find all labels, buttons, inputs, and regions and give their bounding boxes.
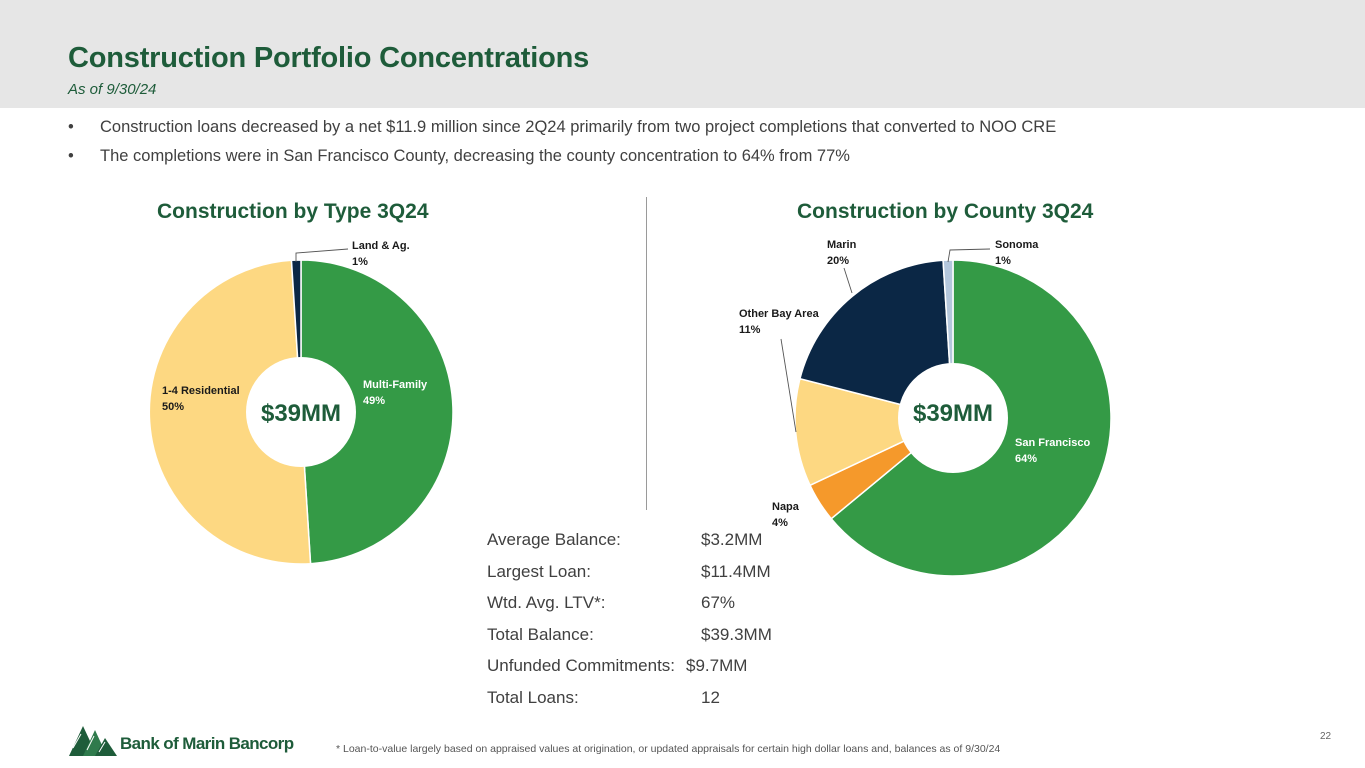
slice-value-label: 11% — [739, 324, 761, 336]
slice-name-label: Multi-Family — [363, 379, 428, 391]
slice-value-label: 20% — [827, 255, 849, 267]
pie-slice-other-bay-area — [794, 377, 956, 487]
label-leader-line — [947, 248, 991, 263]
bullet-item: • The completions were in San Francisco C… — [68, 147, 850, 165]
chart-title-county: Construction by County 3Q24 — [797, 200, 1094, 223]
stat-value: 12 — [701, 687, 720, 707]
slice-name-label: 1-4 Residential — [162, 385, 240, 397]
slice-value-label: 50% — [162, 401, 184, 413]
bullet-list: • Construction loans decreased by a net $… — [68, 116, 1056, 174]
slice-name-label: Land & Ag. — [352, 240, 410, 252]
donut-hole — [246, 357, 356, 467]
stat-label: Total Loans: — [487, 687, 579, 707]
slice-value-label: 64% — [1015, 453, 1037, 465]
donut-hole — [898, 363, 1008, 473]
chart-divider — [646, 197, 647, 510]
page-number: 22 — [1320, 731, 1332, 742]
label-leader-line — [780, 338, 797, 433]
bullet-item: • Construction loans decreased by a net $… — [68, 118, 1057, 136]
donut-center-label: $39MM — [913, 400, 993, 427]
footnote: * Loan-to-value largely based on apprais… — [336, 743, 1001, 755]
stat-label: Total Balance: — [487, 624, 594, 644]
header-band — [0, 0, 1365, 108]
stat-label: Wtd. Avg. LTV*: — [487, 593, 606, 612]
bullet-dot: • — [68, 147, 74, 165]
slice-name-label: Other Bay Area — [739, 308, 820, 320]
stat-value: $11.4MM — [701, 561, 771, 581]
page-subtitle: As of 9/30/24 — [68, 81, 157, 98]
slice-name-label: Marin — [827, 239, 857, 251]
slice-name-label: Napa — [772, 501, 800, 513]
slice-value-label: 49% — [363, 395, 385, 407]
slice-name-label: San Francisco — [1015, 437, 1090, 449]
logo-text: Bank of Marin Bancorp — [120, 734, 294, 753]
stat-label: Largest Loan: — [487, 561, 591, 581]
stat-value: $39.3MM — [701, 624, 772, 644]
slice-value-label: 4% — [772, 517, 788, 529]
page-title: Construction Portfolio Concentrations — [68, 42, 590, 74]
pie-slice-multi-family — [300, 259, 454, 565]
bank-logo: Bank of Marin Bancorp — [67, 718, 294, 758]
slice-value-label: 1% — [352, 256, 368, 268]
stat-label: Unfunded Commitments: — [487, 656, 676, 675]
slice-value-label: 1% — [995, 255, 1011, 267]
pie-slice-1-4-residential — [148, 259, 312, 565]
stat-value: 67% — [701, 593, 736, 612]
stat-value: $9.7MM — [686, 656, 748, 675]
label-leader-line — [843, 267, 853, 294]
bullet-dot: • — [68, 118, 74, 136]
trees-logo-icon — [69, 726, 117, 756]
stat-value: $3.2MM — [701, 530, 763, 549]
slice-name-label: Sonoma — [995, 239, 1039, 251]
chart-title-type: Construction by Type 3Q24 — [157, 200, 429, 223]
label-leader-line — [295, 248, 349, 262]
donut-center-label: $39MM — [261, 400, 341, 427]
stat-label: Average Balance: — [487, 530, 621, 549]
